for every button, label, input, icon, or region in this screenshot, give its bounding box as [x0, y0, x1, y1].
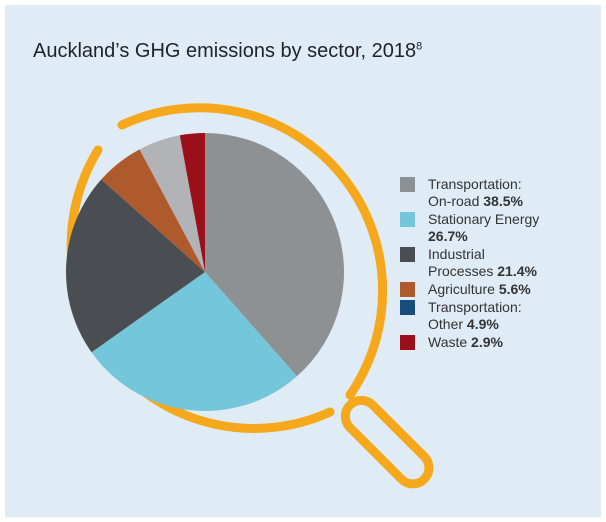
- value-label: 21.4%: [497, 263, 537, 279]
- legend: Transportation: On-road 38.5% Stationary …: [400, 176, 550, 352]
- legend-text: Industrial Processes 21.4%: [428, 246, 540, 280]
- legend-swatch: [400, 212, 415, 227]
- legend-item: Transportation: Other 4.9%: [400, 299, 550, 333]
- legend-item: Transportation: On-road 38.5%: [400, 176, 550, 210]
- legend-item: Stationary Energy 26.7%: [400, 211, 550, 245]
- legend-text: Transportation: Other 4.9%: [428, 299, 540, 333]
- legend-text: Transportation: On-road 38.5%: [428, 176, 540, 210]
- value-label: 5.6%: [498, 281, 531, 297]
- pie-slice: [91, 272, 297, 412]
- value-label: 38.5%: [483, 193, 523, 209]
- pie-slice: [65, 179, 205, 353]
- legend-swatch: [400, 247, 415, 262]
- legend-label: Agriculture: [428, 281, 495, 297]
- legend-swatch: [400, 335, 415, 350]
- legend-label: Industrial Processes: [428, 246, 494, 279]
- legend-item: Industrial Processes 21.4%: [400, 246, 550, 280]
- legend-label: Transportation: Other: [428, 299, 522, 332]
- pie-slice: [205, 133, 345, 377]
- legend-label: Transportation: On-road: [428, 176, 522, 209]
- legend-swatch: [400, 177, 415, 192]
- value-label: 2.9%: [471, 334, 503, 350]
- pie-slice: [101, 149, 205, 272]
- legend-text: Stationary Energy 26.7%: [428, 211, 540, 245]
- legend-item: Waste 2.9%: [400, 334, 550, 351]
- legend-item: Agriculture 5.6%: [400, 281, 550, 298]
- pie-slice: [179, 133, 205, 272]
- title-text: Auckland’s GHG emissions by sector, 2018: [33, 40, 417, 62]
- handle: [340, 395, 434, 489]
- chart-title: Auckland’s GHG emissions by sector, 2018…: [33, 40, 422, 63]
- legend-text: Agriculture 5.6%: [428, 281, 540, 298]
- legend-swatch: [400, 282, 415, 297]
- legend-swatch: [400, 300, 415, 315]
- legend-label: Stationary Energy: [428, 211, 540, 227]
- lens-arc: [117, 103, 388, 400]
- value-label: 26.7%: [428, 228, 468, 244]
- legend-text: Waste 2.9%: [428, 334, 540, 351]
- pie: [65, 133, 345, 412]
- legend-label: Waste: [428, 334, 468, 350]
- title-note: 8: [416, 40, 423, 53]
- value-label: 4.9%: [466, 316, 499, 332]
- pie-slice: [139, 135, 205, 272]
